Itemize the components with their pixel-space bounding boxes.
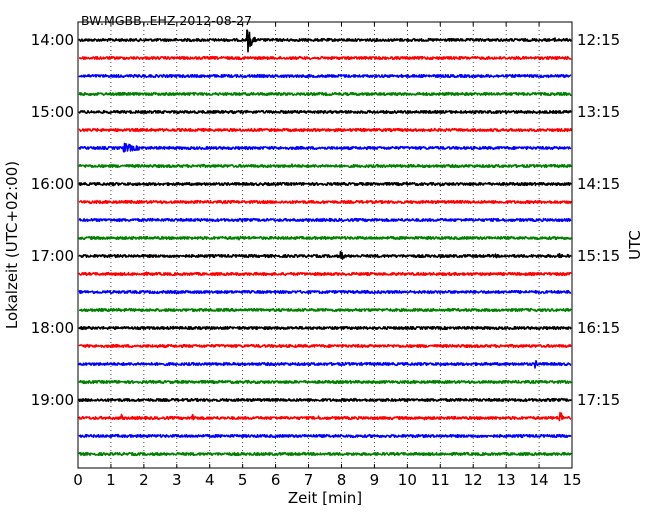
x-tick-label: 10 [398, 471, 417, 489]
y-axis-label-left: Lokalzeit (UTC+02:00) [3, 161, 21, 329]
trace-1700 [78, 250, 572, 260]
trace-1930 [78, 433, 572, 439]
axis-ticks: 0 1 2 3 4 5 6 7 8 9 10 11 12 13 14 1514:0015:0016:0017:… [31, 22, 620, 489]
x-tick-label: 12 [464, 471, 483, 489]
y-tick-label-left: 18:00 [31, 319, 74, 337]
y-tick-label-right: 15:15 [577, 247, 620, 265]
trace-group [78, 29, 572, 457]
trace-1415 [78, 55, 572, 61]
trace-1730 [78, 289, 572, 295]
trace-1900 [78, 397, 572, 403]
x-tick-label: 2 [139, 471, 149, 489]
x-tick-label: 3 [172, 471, 182, 489]
trace-1715 [78, 271, 572, 277]
plot-frame [77, 21, 573, 469]
trace-1600 [78, 181, 572, 187]
x-tick-label: 11 [431, 471, 450, 489]
x-tick-label: 7 [304, 471, 314, 489]
trace-1945 [78, 451, 572, 457]
trace-1800 [78, 325, 572, 331]
x-tick-label: 14 [530, 471, 549, 489]
y-tick-label-right: 16:15 [577, 319, 620, 337]
y-tick-label-right: 14:15 [577, 175, 620, 193]
x-tick-label: 0 [73, 471, 83, 489]
trace-1615 [78, 199, 572, 205]
trace-1430 [78, 73, 572, 79]
trace-1915 [78, 411, 572, 422]
trace-1645 [78, 235, 572, 241]
trace-1845 [78, 379, 572, 385]
trace-1445 [78, 91, 572, 97]
x-tick-label: 13 [497, 471, 516, 489]
x-tick-label: 8 [337, 471, 347, 489]
x-tick-label: 6 [271, 471, 281, 489]
y-tick-label-right: 13:15 [577, 103, 620, 121]
x-tick-label: 4 [205, 471, 215, 489]
trace-1545 [78, 163, 572, 169]
trace-1745 [78, 307, 572, 313]
trace-1830 [78, 359, 572, 369]
y-tick-label-left: 16:00 [31, 175, 74, 193]
x-tick-label: 1 [106, 471, 116, 489]
x-tick-label: 9 [370, 471, 380, 489]
trace-1815 [78, 343, 572, 349]
trace-1400 [78, 29, 572, 53]
y-tick-label-left: 17:00 [31, 247, 74, 265]
y-tick-label-left: 14:00 [31, 31, 74, 49]
y-tick-label-right: 17:15 [577, 391, 620, 409]
y-tick-label-left: 15:00 [31, 103, 74, 121]
y-axis-label-right: UTC [626, 230, 644, 260]
trace-1630 [78, 217, 572, 223]
x-tick-label: 15 [562, 471, 581, 489]
y-tick-label-right: 12:15 [577, 31, 620, 49]
x-axis-label: Zeit [min] [288, 489, 362, 507]
trace-1530 [78, 142, 572, 153]
chart-title: BW.MGBB..EHZ 2012-08-27 [81, 13, 252, 28]
trace-1515 [78, 127, 572, 133]
x-tick-label: 5 [238, 471, 248, 489]
y-tick-label-left: 19:00 [31, 391, 74, 409]
trace-1500 [78, 109, 572, 115]
